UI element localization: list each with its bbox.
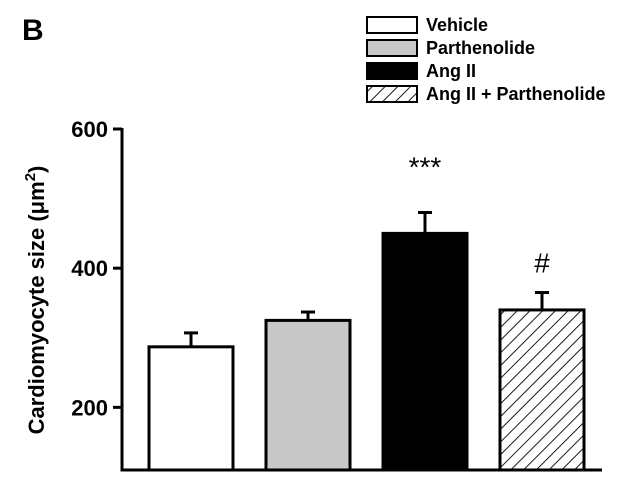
y-axis-label: Cardiomyocyte size (μm2): [22, 166, 49, 435]
panel-letter: B: [22, 14, 44, 47]
annotation-3: ***: [409, 152, 442, 183]
bar-2: [264, 318, 352, 472]
bar-1: [147, 345, 235, 472]
legend-label-4: Ang II + Parthenolide: [426, 84, 606, 104]
legend: Vehicle Parthenolide Ang II Ang II + Parthe…: [366, 15, 606, 104]
y-axis-label-close: ): [24, 166, 49, 173]
y-tick-label-600: 600: [71, 117, 108, 142]
legend-label-2: Parthenolide: [426, 38, 535, 58]
bars: *** #: [147, 152, 586, 472]
legend-swatch-4: [366, 85, 418, 103]
legend-swatch-2: [366, 39, 418, 57]
y-axis: 200 400 600: [71, 117, 124, 472]
legend-label-1: Vehicle: [426, 15, 488, 35]
legend-swatch-1: [366, 16, 418, 34]
legend-swatch-3: [366, 62, 418, 80]
y-tick-label-200: 200: [71, 395, 108, 420]
y-axis-label-superscript: 2: [22, 173, 39, 181]
y-tick-label-400: 400: [71, 256, 108, 281]
bar-4: [498, 308, 586, 472]
annotation-4: #: [534, 248, 550, 279]
legend-label-3: Ang II: [426, 61, 476, 81]
bar-3: [381, 231, 469, 472]
y-axis-label-main: Cardiomyocyte size (μm: [24, 181, 49, 434]
